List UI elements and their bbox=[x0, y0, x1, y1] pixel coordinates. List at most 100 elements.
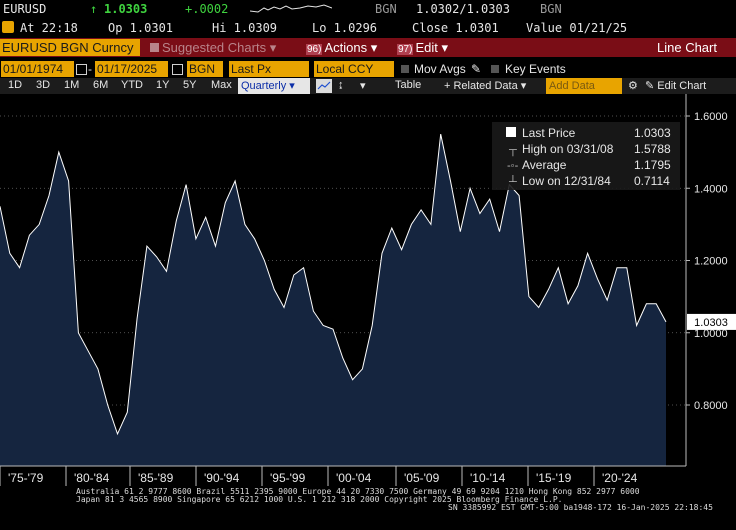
edit-chart-label: Edit Chart bbox=[657, 80, 707, 92]
x-tick-labels: '75-'79 '80-'84 '85-'89 '90-'94 '95-'99 '00-'… bbox=[0, 466, 638, 486]
actions-number: 96) bbox=[306, 44, 323, 55]
quote-bar: EURUSD ↑ 1.0303 +.0002 BGN 1.0302/1.0303… bbox=[0, 0, 736, 18]
time-at: At 22:18 bbox=[20, 21, 78, 35]
y-tick-label: 1.2000 bbox=[694, 256, 728, 268]
y-tick-label: 1.0000 bbox=[694, 328, 728, 340]
add-data-input[interactable]: Add Data bbox=[546, 78, 622, 94]
end-date-field[interactable]: 01/17/2025 bbox=[95, 61, 168, 77]
ticker: EURUSD bbox=[3, 2, 47, 16]
last-price-label: 1.0303 bbox=[694, 317, 728, 329]
field-selector[interactable]: Last Px bbox=[229, 61, 309, 77]
menu-bar: EURUSD BGN Curncy Suggested Charts ▾ 96)… bbox=[0, 38, 736, 57]
actions-menu[interactable]: 96) Actions ▾ bbox=[306, 40, 378, 55]
last-price: 1.0303 bbox=[104, 2, 148, 16]
calendar-icon[interactable] bbox=[76, 64, 87, 75]
period-ytd[interactable]: YTD bbox=[121, 79, 143, 91]
period-6m[interactable]: 6M bbox=[93, 79, 109, 91]
currency-selector[interactable]: Local CCY bbox=[314, 61, 394, 77]
low-marker-icon: ┴ bbox=[508, 174, 517, 188]
period-3d[interactable]: 3D bbox=[36, 79, 51, 91]
footer: Australia 61 2 9777 8600 Brazil 5511 239… bbox=[0, 486, 736, 530]
table-button[interactable]: Table bbox=[395, 79, 422, 91]
x-tick-label: '15-'19 bbox=[536, 471, 572, 485]
period-1d[interactable]: 1D bbox=[8, 79, 23, 91]
x-tick-label: '10-'14 bbox=[470, 471, 506, 485]
legend-box bbox=[492, 122, 680, 190]
last-price-box bbox=[687, 313, 736, 330]
average-marker-icon: -◦- bbox=[507, 160, 519, 172]
chevron-down-icon[interactable]: ▾ bbox=[360, 80, 366, 92]
legend-low-value: 0.7114 bbox=[634, 174, 670, 188]
y-tick-label: 0.8000 bbox=[694, 400, 728, 412]
mov-avgs-checkbox[interactable] bbox=[401, 65, 409, 73]
legend-high-value: 1.5788 bbox=[634, 142, 671, 156]
sparkline-icon bbox=[250, 4, 332, 13]
bid-ask: 1.0302/1.0303 bbox=[416, 2, 510, 16]
last-price-marker: 1.0303 bbox=[687, 313, 736, 330]
bid-ask-suffix: BGN bbox=[540, 2, 562, 16]
footer-line2: Japan 81 3 4565 8900 Singapore 65 6212 1… bbox=[76, 495, 563, 504]
source-field[interactable]: BGN bbox=[187, 61, 223, 77]
x-tick-label: '90-'94 bbox=[204, 471, 240, 485]
y-tick-label: 1.6000 bbox=[694, 111, 728, 123]
chart-type-title: Line Chart bbox=[657, 40, 717, 55]
value-date: Value 01/21/25 bbox=[526, 21, 628, 35]
bar-chart-icon[interactable]: ↨ bbox=[338, 79, 344, 91]
pencil-icon[interactable]: ✎ bbox=[471, 62, 482, 76]
chart-icon[interactable] bbox=[2, 21, 14, 33]
close-value: Close 1.0301 bbox=[412, 21, 499, 35]
high-marker-icon: ┬ bbox=[508, 144, 517, 157]
x-tick-label: '85-'89 bbox=[138, 471, 174, 485]
edit-chart-button[interactable]: ✎ Edit Chart bbox=[645, 80, 707, 92]
edit-label: Edit bbox=[415, 40, 438, 55]
gear-icon[interactable]: ⚙ bbox=[628, 80, 638, 92]
legend-swatch bbox=[506, 127, 516, 137]
legend-avg-value: 1.1795 bbox=[634, 158, 671, 172]
bid-ask-source: BGN bbox=[375, 2, 397, 16]
legend-avg-label: Average bbox=[522, 158, 567, 172]
edit-menu[interactable]: 97) Edit ▾ bbox=[397, 40, 448, 55]
x-tick-label: '00-'04 bbox=[336, 471, 372, 485]
footer-line1: Australia 61 2 9777 8600 Brazil 5511 239… bbox=[76, 487, 640, 496]
calendar-icon[interactable] bbox=[172, 64, 183, 75]
period-max[interactable]: Max bbox=[211, 79, 232, 91]
x-tick-label: '75-'79 bbox=[8, 471, 44, 485]
footer-line3: SN 3385992 EST GMT-5:00 ba1948-172 16-Ja… bbox=[448, 503, 713, 512]
x-tick-label: '95-'99 bbox=[270, 471, 306, 485]
price-area bbox=[0, 134, 666, 466]
mov-avgs-label: Mov Avgs bbox=[414, 62, 466, 76]
related-data-button[interactable]: + Related Data ▾ bbox=[444, 80, 527, 92]
x-tick-label: '20-'24 bbox=[602, 471, 638, 485]
date-separator: - bbox=[88, 62, 92, 76]
low-value: Lo 1.0296 bbox=[312, 21, 378, 35]
x-tick-label: '05-'09 bbox=[404, 471, 440, 485]
actions-label: Actions bbox=[324, 40, 368, 55]
legend-last-label: Last Price bbox=[522, 126, 576, 140]
inputs-bar: 01/01/1974 - 01/17/2025 BGN Last Px Loca… bbox=[0, 61, 736, 78]
stats-bar: At 22:18 Op 1.0301 Hi 1.0309 Lo 1.0296 C… bbox=[0, 18, 736, 38]
edit-number: 97) bbox=[397, 44, 414, 55]
y-tick-labels: 1.6000 1.4000 1.2000 1.0000 0.8000 bbox=[686, 111, 728, 412]
price-line bbox=[0, 133, 667, 436]
suggested-charts-label: Suggested Charts bbox=[162, 40, 267, 55]
key-events-checkbox[interactable] bbox=[491, 65, 499, 73]
suggested-charts-menu[interactable]: Suggested Charts ▾ bbox=[150, 40, 276, 56]
start-date-field[interactable]: 01/01/1974 bbox=[1, 61, 74, 77]
period-5y[interactable]: 5Y bbox=[183, 79, 197, 91]
period-1y[interactable]: 1Y bbox=[156, 79, 170, 91]
frequency-label: Quarterly bbox=[241, 80, 287, 92]
key-events-label: Key Events bbox=[505, 62, 566, 76]
line-chart-icon[interactable] bbox=[316, 79, 332, 93]
y-tick-label: 1.4000 bbox=[694, 183, 728, 195]
net-change: +.0002 bbox=[185, 2, 229, 16]
security-field[interactable]: EURUSD BGN Curncy bbox=[0, 39, 140, 56]
legend-last-value: 1.0303 bbox=[634, 126, 671, 140]
period-1m[interactable]: 1M bbox=[64, 79, 80, 91]
legend: Last Price 1.0303 ┬ High on 03/31/08 1.5… bbox=[492, 122, 680, 190]
chart-icon bbox=[150, 43, 159, 52]
related-data-label: + Related Data bbox=[444, 80, 518, 92]
up-arrow-icon: ↑ bbox=[90, 2, 98, 16]
toolbar: 1D 3D 1M 6M YTD 1Y 5Y Max Quarterly ▾ ↨ … bbox=[0, 78, 736, 94]
price-chart[interactable]: 1.6000 1.4000 1.2000 1.0000 0.8000 '75-'79 '8… bbox=[0, 94, 736, 486]
frequency-dropdown[interactable]: Quarterly ▾ bbox=[238, 78, 310, 94]
